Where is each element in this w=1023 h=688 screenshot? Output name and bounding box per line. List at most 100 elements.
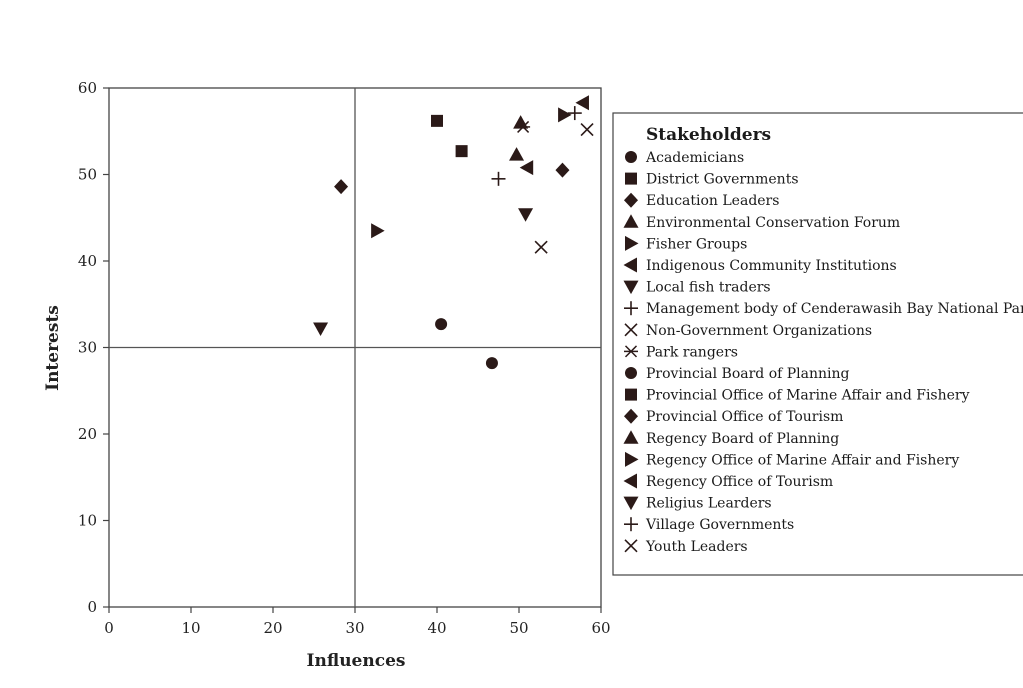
legend-marker — [624, 345, 638, 358]
marker-shape — [623, 496, 639, 511]
legend-label: Fisher Groups — [646, 236, 747, 252]
legend-label: Indigenous Community Institutions — [646, 258, 897, 274]
legend-marker — [624, 301, 638, 316]
data-point — [567, 106, 582, 121]
legend-label: Local fish traders — [646, 280, 771, 296]
y-tick-label: 20 — [78, 425, 97, 443]
x-tick-label: 10 — [181, 619, 200, 637]
legend-label: Management body of Cenderawasih Bay Nati… — [646, 301, 1023, 317]
data-point — [519, 160, 534, 176]
marker-shape — [455, 145, 468, 158]
legend-marker — [624, 517, 638, 532]
y-tick-label: 50 — [78, 166, 97, 184]
data-point — [485, 357, 498, 370]
marker-shape — [518, 208, 534, 222]
data-point — [491, 171, 506, 186]
legend-item: Fisher Groups — [625, 235, 747, 252]
y-tick-label: 30 — [78, 339, 97, 357]
marker-shape — [313, 322, 329, 336]
marker-shape — [623, 214, 639, 228]
legend-item: Religius Learders — [623, 496, 772, 512]
data-point — [509, 147, 525, 161]
data-point — [371, 223, 385, 239]
marker-stroke — [580, 122, 594, 137]
marker-stroke — [624, 539, 638, 553]
legend-label: Provincial Office of Marine Affair and F… — [646, 388, 970, 404]
marker-shape — [625, 367, 637, 379]
x-axis-title: Influences — [307, 651, 406, 671]
x-tick-label: 50 — [509, 619, 528, 637]
legend-label: Religius Learders — [646, 496, 772, 512]
marker-shape — [624, 408, 638, 424]
marker-shape — [509, 147, 525, 161]
y-tick-label: 10 — [78, 512, 97, 530]
legend-marker — [623, 214, 639, 228]
marker-shape — [371, 223, 385, 239]
legend-marker — [625, 451, 639, 467]
reference-lines — [109, 88, 601, 607]
legend-item: Youth Leaders — [624, 539, 748, 555]
legend-label: Provincial Board of Planning — [646, 366, 850, 382]
legend-item: Education Leaders — [624, 192, 779, 209]
x-tick-label: 60 — [591, 619, 610, 637]
legend-item: Regency Board of Planning — [623, 430, 839, 447]
legend-marker — [625, 367, 637, 379]
legend-item: Regency Office of Marine Affair and Fish… — [625, 451, 959, 468]
legend-item: Provincial Office of Tourism — [624, 408, 843, 425]
data-points — [313, 95, 594, 370]
legend-marker — [623, 430, 639, 444]
legend-label: District Governments — [646, 172, 799, 188]
x-tick-label: 0 — [104, 619, 114, 637]
marker-shape — [625, 151, 637, 163]
marker-stroke — [624, 345, 638, 358]
legend-marker — [623, 257, 637, 273]
y-tick-label: 0 — [87, 598, 97, 616]
legend-marker — [624, 408, 638, 424]
marker-shape — [625, 235, 639, 251]
y-tick-label: 40 — [78, 252, 97, 270]
legend-label: Park rangers — [646, 344, 738, 360]
x-tick-label: 30 — [345, 619, 364, 637]
legend-item: Provincial Board of Planning — [625, 366, 850, 382]
legend-marker — [624, 192, 638, 208]
legend-item: Village Governments — [624, 517, 794, 533]
legend-item: Regency Office of Tourism — [623, 473, 833, 490]
data-point — [431, 114, 443, 127]
data-point — [580, 122, 594, 137]
legend-marker — [625, 388, 637, 401]
legend-label: Village Governments — [645, 517, 794, 533]
axes: 0 10 20 30 40 50 60 0 10 20 30 40 50 60 — [78, 79, 611, 637]
legend-label: Regency Office of Marine Affair and Fish… — [646, 452, 959, 468]
legend-item: Park rangers — [624, 344, 738, 360]
legend-item: Non-Government Organizations — [624, 323, 872, 339]
marker-stroke — [624, 323, 638, 337]
data-point — [534, 240, 548, 254]
y-tick-label: 60 — [78, 79, 97, 97]
marker-shape — [623, 473, 637, 489]
legend-label: Regency Office of Tourism — [646, 474, 833, 490]
marker-shape — [334, 179, 349, 195]
legend-box — [612, 112, 1023, 576]
legend-label: Regency Board of Planning — [646, 431, 839, 447]
marker-shape — [558, 107, 572, 123]
legend-label: Environmental Conservation Forum — [646, 215, 900, 231]
legend-marker — [623, 473, 637, 489]
marker-shape — [555, 162, 570, 178]
data-point — [313, 322, 329, 336]
marker-shape — [623, 257, 637, 273]
marker-shape — [625, 388, 637, 401]
legend-label: Youth Leaders — [645, 539, 748, 555]
legend-marker — [623, 496, 639, 511]
marker-stroke — [517, 120, 530, 133]
legend-item: Provincial Office of Marine Affair and F… — [625, 388, 970, 404]
marker-shape — [519, 160, 534, 176]
legend-title: Stakeholders — [646, 125, 771, 145]
data-point — [334, 179, 349, 195]
legend-label: Provincial Office of Tourism — [646, 409, 843, 425]
legend-label: Education Leaders — [646, 193, 779, 209]
x-tick-label: 40 — [427, 619, 446, 637]
legend-marker — [625, 172, 637, 185]
marker-stroke — [534, 240, 548, 254]
